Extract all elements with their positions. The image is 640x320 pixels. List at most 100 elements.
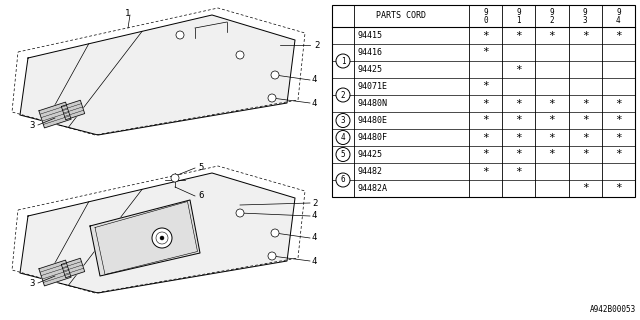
- Text: *: *: [582, 30, 589, 41]
- Text: *: *: [515, 30, 522, 41]
- Circle shape: [336, 173, 350, 187]
- Text: *: *: [548, 149, 556, 159]
- Text: 94425: 94425: [358, 65, 383, 74]
- Text: *: *: [515, 99, 522, 108]
- Circle shape: [236, 51, 244, 59]
- Circle shape: [268, 252, 276, 260]
- Text: *: *: [482, 149, 489, 159]
- Polygon shape: [90, 200, 200, 276]
- Circle shape: [273, 230, 278, 236]
- Text: *: *: [582, 116, 589, 125]
- Text: 94416: 94416: [358, 48, 383, 57]
- Circle shape: [273, 73, 278, 77]
- Text: 3: 3: [29, 122, 35, 131]
- Circle shape: [237, 211, 243, 215]
- Circle shape: [336, 114, 350, 127]
- Text: 2: 2: [312, 198, 317, 207]
- Text: 9: 9: [516, 8, 521, 17]
- Circle shape: [156, 232, 168, 244]
- Polygon shape: [20, 173, 295, 293]
- Text: 3: 3: [340, 116, 346, 125]
- Text: *: *: [482, 116, 489, 125]
- Polygon shape: [39, 102, 71, 128]
- Circle shape: [236, 209, 244, 217]
- Circle shape: [171, 174, 179, 182]
- Text: *: *: [582, 99, 589, 108]
- Text: 94482A: 94482A: [358, 184, 388, 193]
- Text: 94071E: 94071E: [358, 82, 388, 91]
- Text: *: *: [548, 99, 556, 108]
- Circle shape: [237, 52, 243, 58]
- Text: A942B00053: A942B00053: [589, 305, 636, 314]
- Circle shape: [173, 175, 177, 180]
- Text: 4: 4: [616, 16, 621, 25]
- Circle shape: [160, 236, 164, 240]
- Text: *: *: [582, 132, 589, 142]
- Text: 9: 9: [616, 8, 621, 17]
- Circle shape: [176, 31, 184, 39]
- Text: 94425: 94425: [358, 150, 383, 159]
- Circle shape: [269, 253, 275, 259]
- Text: 94480N: 94480N: [358, 99, 388, 108]
- Text: 4: 4: [312, 99, 317, 108]
- Circle shape: [336, 54, 350, 68]
- Text: *: *: [482, 30, 489, 41]
- Text: 3: 3: [583, 16, 588, 25]
- Text: PARTS CORD: PARTS CORD: [376, 12, 426, 20]
- Text: *: *: [582, 183, 589, 194]
- Text: *: *: [548, 30, 556, 41]
- Circle shape: [152, 228, 172, 248]
- Text: *: *: [482, 132, 489, 142]
- Bar: [332, 5, 635, 197]
- Text: *: *: [515, 65, 522, 75]
- Circle shape: [271, 71, 279, 79]
- Text: 9: 9: [583, 8, 588, 17]
- Text: 94415: 94415: [358, 31, 383, 40]
- Text: 6: 6: [340, 175, 346, 185]
- Text: *: *: [548, 116, 556, 125]
- Circle shape: [271, 229, 279, 237]
- Text: 1: 1: [340, 57, 346, 66]
- Circle shape: [336, 131, 350, 145]
- Circle shape: [336, 148, 350, 162]
- Circle shape: [268, 94, 276, 102]
- Text: *: *: [615, 116, 622, 125]
- Text: 4: 4: [312, 212, 317, 220]
- Text: *: *: [515, 166, 522, 177]
- Text: 94480E: 94480E: [358, 116, 388, 125]
- Text: 94480F: 94480F: [358, 133, 388, 142]
- Text: *: *: [615, 183, 622, 194]
- Text: 2: 2: [340, 91, 346, 100]
- Polygon shape: [61, 258, 84, 278]
- Text: *: *: [615, 132, 622, 142]
- Circle shape: [177, 33, 182, 37]
- Text: 94482: 94482: [358, 167, 383, 176]
- Text: *: *: [615, 149, 622, 159]
- Text: *: *: [482, 82, 489, 92]
- Circle shape: [336, 88, 350, 102]
- Text: *: *: [482, 99, 489, 108]
- Text: *: *: [615, 30, 622, 41]
- Text: 2: 2: [550, 16, 554, 25]
- Polygon shape: [61, 100, 84, 120]
- Text: 9: 9: [550, 8, 554, 17]
- Text: 4: 4: [340, 133, 346, 142]
- Text: 9: 9: [483, 8, 488, 17]
- Text: *: *: [582, 149, 589, 159]
- Text: *: *: [482, 166, 489, 177]
- Text: 1: 1: [125, 9, 131, 18]
- Text: *: *: [615, 99, 622, 108]
- Text: *: *: [515, 132, 522, 142]
- Text: 1: 1: [516, 16, 521, 25]
- Polygon shape: [20, 15, 295, 135]
- Text: 5: 5: [198, 164, 204, 172]
- Text: 2: 2: [314, 41, 319, 50]
- Text: 0: 0: [483, 16, 488, 25]
- Circle shape: [269, 95, 275, 100]
- Text: *: *: [548, 132, 556, 142]
- Polygon shape: [39, 260, 71, 286]
- Text: 4: 4: [312, 234, 317, 243]
- Text: 6: 6: [198, 191, 204, 201]
- Text: 4: 4: [312, 76, 317, 84]
- Text: *: *: [515, 116, 522, 125]
